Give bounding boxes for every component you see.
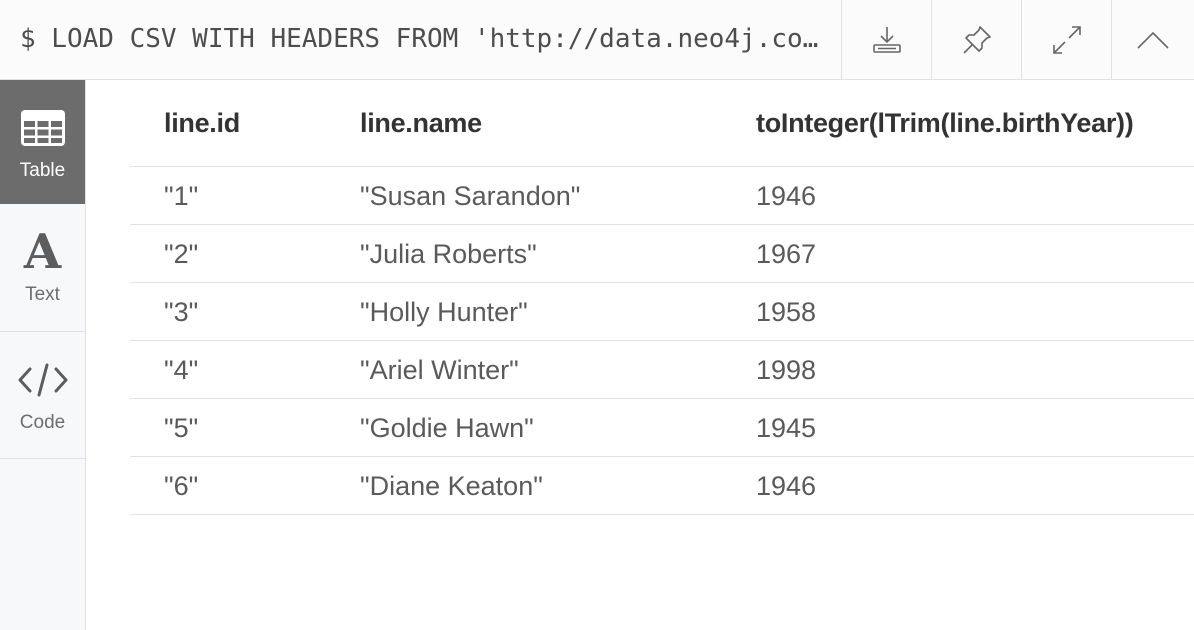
- download-icon: [871, 24, 903, 56]
- view-tab-code[interactable]: Code: [0, 332, 85, 459]
- cell-name: "Ariel Winter": [360, 355, 519, 385]
- pin-icon: [961, 24, 993, 56]
- cell-id: "1": [164, 181, 199, 211]
- cell-name: "Susan Sarandon": [360, 181, 581, 211]
- chevron-up-icon: [1136, 30, 1170, 50]
- cell-birth-year: 1946: [756, 471, 817, 501]
- view-tab-label: Table: [19, 160, 66, 181]
- table-row: "2" "Julia Roberts" 1967: [130, 225, 1194, 283]
- cell-birth-year: 1945: [756, 413, 817, 443]
- pin-button[interactable]: [931, 0, 1021, 79]
- query-bar: $ LOAD CSV WITH HEADERS FROM 'http://dat…: [0, 0, 1194, 80]
- cell-birth-year: 1958: [756, 297, 817, 327]
- cell-birth-year: 1946: [756, 181, 817, 211]
- view-tab-label: Text: [25, 284, 60, 305]
- result-table: line.id line.name toInteger(lTrim(line.b…: [130, 80, 1194, 515]
- code-icon: [18, 360, 68, 400]
- cell-name: "Diane Keaton": [360, 471, 543, 501]
- column-header-id[interactable]: line.id: [164, 108, 240, 138]
- download-button[interactable]: [841, 0, 931, 79]
- column-header-birth-year[interactable]: toInteger(lTrim(line.birthYear)): [756, 108, 1134, 138]
- table-row: "3" "Holly Hunter" 1958: [130, 283, 1194, 341]
- cell-birth-year: 1998: [756, 355, 817, 385]
- query-text[interactable]: $ LOAD CSV WITH HEADERS FROM 'http://dat…: [20, 24, 828, 54]
- view-tab-text[interactable]: A Text: [0, 204, 85, 332]
- expand-button[interactable]: [1021, 0, 1111, 79]
- view-switcher: Table A Text Code: [0, 80, 86, 630]
- cell-id: "4": [164, 355, 199, 385]
- table-icon: [20, 108, 65, 148]
- text-icon: A: [23, 224, 62, 280]
- cell-name: "Julia Roberts": [360, 239, 537, 269]
- view-tab-label: Code: [19, 412, 66, 433]
- collapse-button[interactable]: [1111, 0, 1194, 79]
- cell-id: "5": [164, 413, 199, 443]
- cell-id: "2": [164, 239, 199, 269]
- table-row: "5" "Goldie Hawn" 1945: [130, 399, 1194, 457]
- view-tab-table[interactable]: Table: [0, 80, 85, 204]
- expand-icon: [1051, 24, 1083, 56]
- table-row: "6" "Diane Keaton" 1946: [130, 457, 1194, 515]
- cell-name: "Goldie Hawn": [360, 413, 534, 443]
- cell-name: "Holly Hunter": [360, 297, 528, 327]
- cell-id: "3": [164, 297, 199, 327]
- cell-birth-year: 1967: [756, 239, 817, 269]
- table-row: "4" "Ariel Winter" 1998: [130, 341, 1194, 399]
- cell-id: "6": [164, 471, 199, 501]
- column-header-name[interactable]: line.name: [360, 108, 482, 138]
- table-header: line.id line.name toInteger(lTrim(line.b…: [130, 80, 1194, 167]
- table-row: "1" "Susan Sarandon" 1946: [130, 167, 1194, 225]
